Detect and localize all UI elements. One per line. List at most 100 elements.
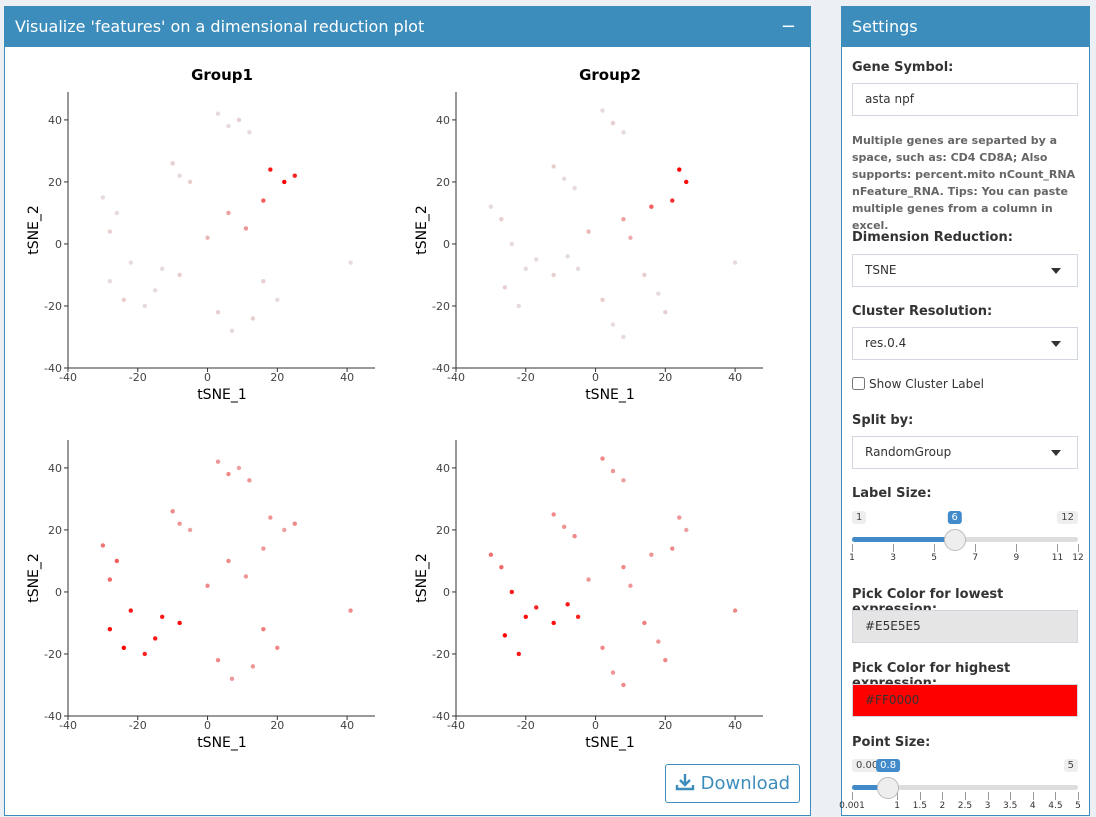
low-color-input[interactable]: #E5E5E5: [852, 610, 1078, 643]
cell-point: [159, 614, 165, 619]
y-tick-label: -40: [432, 710, 450, 723]
label-size-slider[interactable]: 1 3 5 7 9 11 12 1 12 6: [849, 511, 1084, 569]
cell-point: [621, 130, 626, 135]
cell-point: [499, 216, 504, 222]
cell-point: [565, 254, 570, 259]
cluster-label-option: Show Cluster Label: [852, 377, 984, 391]
cell-point: [275, 645, 280, 650]
cell-point: [488, 204, 494, 209]
cell-point: [292, 521, 297, 526]
slider-tick-label: 11: [1051, 553, 1064, 563]
cell-point: [107, 577, 113, 582]
gene-label: Gene Symbol:: [852, 60, 954, 75]
download-label: Download: [700, 773, 791, 794]
cell-point: [247, 478, 252, 483]
slider-tick: [942, 792, 944, 800]
gene-input[interactable]: asta npf: [852, 83, 1078, 116]
slider-tick: [893, 544, 895, 552]
cell-point: [572, 533, 577, 539]
y-tick-label: 0: [443, 238, 450, 251]
cell-point: [121, 297, 127, 302]
cell-point: [575, 266, 581, 271]
cell-point: [261, 626, 266, 632]
cell-point: [100, 195, 106, 200]
cell-point: [226, 471, 231, 477]
download-button[interactable]: Download: [665, 764, 800, 803]
slider-tick-label: 1.5: [912, 801, 927, 811]
split-select[interactable]: RandomGroup: [852, 436, 1078, 469]
reduction-select[interactable]: TSNE: [852, 254, 1078, 287]
cell-point: [114, 210, 120, 216]
cell-point: [610, 468, 616, 474]
cell-point: [348, 260, 353, 265]
cell-point: [663, 657, 668, 663]
cell-point: [509, 589, 515, 595]
column-title: Group2: [579, 66, 641, 84]
cell-point: [275, 297, 280, 302]
high-color-input[interactable]: #FF0000: [852, 684, 1078, 717]
settings-header: Settings: [842, 7, 1089, 47]
cell-point: [236, 117, 242, 123]
y-axis-title: tSNE_2: [26, 205, 42, 255]
cell-point: [170, 161, 175, 166]
plot-box-title: Visualize 'features' on a dimensional re…: [15, 17, 425, 36]
point-size-slider[interactable]: 0.001 1 1.5 2 2.5 3 3.5 4 4.5 5 0.001 5 0.8: [839, 759, 1081, 817]
collapse-button[interactable]: −: [780, 16, 796, 37]
cluster-label-checkbox[interactable]: [852, 377, 865, 390]
cell-point: [684, 527, 689, 533]
resolution-select[interactable]: res.0.4: [852, 327, 1078, 360]
cell-point: [215, 309, 221, 315]
cell-point: [621, 564, 626, 570]
x-tick-label: 0: [204, 719, 211, 732]
x-tick-label: 20: [658, 719, 672, 732]
label-size-label: Label Size:: [852, 486, 932, 501]
slider-tick-label: 5: [931, 553, 938, 563]
cell-point: [575, 614, 581, 619]
y-tick-label: 0: [55, 586, 62, 599]
cell-point: [282, 527, 287, 533]
cell-point: [348, 608, 353, 613]
cell-point: [247, 130, 252, 135]
x-tick-label: 0: [592, 719, 599, 732]
cell-point: [600, 297, 605, 302]
cell-point: [523, 614, 528, 619]
cell-point: [621, 682, 626, 688]
cell-point: [621, 478, 626, 483]
plot-box-header: Visualize 'features' on a dimensional re…: [5, 7, 810, 47]
x-axis-title: tSNE_1: [197, 387, 247, 403]
cell-point: [516, 651, 521, 657]
y-tick-label: -40: [432, 362, 450, 375]
cell-point: [229, 328, 235, 333]
cell-point: [642, 620, 647, 626]
cell-point: [268, 167, 273, 172]
slider-tick: [919, 792, 921, 800]
x-tick-label: 0: [204, 371, 211, 384]
cell-point: [142, 303, 147, 309]
cell-point: [670, 546, 675, 551]
cell-point: [600, 645, 605, 650]
cell-point: [153, 636, 158, 641]
x-tick-label: -20: [129, 371, 147, 384]
cell-point: [121, 645, 127, 650]
cell-point: [261, 546, 266, 551]
cell-point: [586, 229, 591, 234]
point-size-label: Point Size:: [852, 735, 931, 750]
cell-point: [159, 266, 165, 271]
x-axis-title: tSNE_1: [197, 735, 247, 751]
cell-point: [226, 210, 231, 216]
cell-point: [670, 198, 675, 203]
slider-tick: [1016, 544, 1018, 552]
cell-point: [610, 322, 616, 327]
cell-point: [261, 278, 266, 284]
slider-tick-label: 2.5: [957, 801, 973, 811]
cell-point: [656, 291, 661, 296]
slider-tick: [1010, 792, 1012, 800]
slider-tick-label: 1: [849, 553, 855, 563]
slider-tick-label: 5: [1075, 801, 1081, 811]
cell-point: [516, 303, 521, 309]
y-tick-label: 40: [48, 114, 62, 127]
cell-point: [572, 185, 577, 191]
slider-bar: [852, 537, 955, 542]
slider-tick-label: 4.5: [1048, 801, 1063, 811]
y-tick-label: 0: [443, 586, 450, 599]
